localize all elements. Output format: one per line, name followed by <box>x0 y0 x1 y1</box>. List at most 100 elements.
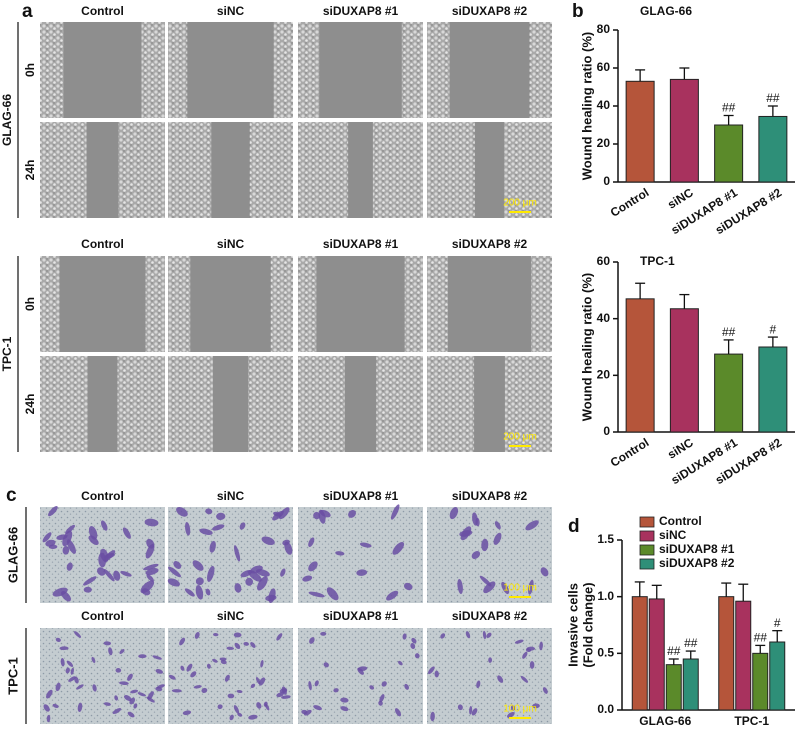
stained-cell <box>147 691 154 700</box>
cell-layer <box>168 22 188 118</box>
legend-label: siDUXAP8 #1 <box>659 542 735 556</box>
chart-title: TPC-1 <box>640 254 675 268</box>
significance: ## <box>722 325 736 339</box>
cell-layer <box>529 22 552 118</box>
cell-layer <box>298 356 345 452</box>
cell-line-label: TPC-1 <box>5 657 20 695</box>
stained-cell <box>233 545 241 562</box>
time-label: 0h <box>23 63 37 77</box>
cell-layer <box>404 256 423 352</box>
stained-cell <box>309 637 315 644</box>
stained-cell <box>77 702 83 713</box>
stained-cell <box>427 666 435 675</box>
bar <box>752 652 769 711</box>
stained-cell <box>233 705 240 714</box>
stained-cell <box>522 651 528 659</box>
stained-cell <box>260 659 264 668</box>
stained-cell <box>195 577 204 586</box>
stained-cell <box>248 714 258 720</box>
stained-cell <box>112 708 122 714</box>
stained-cell <box>318 509 326 524</box>
stained-cell <box>323 662 329 668</box>
stained-cell <box>532 703 540 709</box>
stained-cell <box>213 633 219 637</box>
stained-cell <box>348 509 356 518</box>
bar <box>682 658 699 711</box>
column-header: siDUXAP8 #1 <box>323 609 399 623</box>
stained-cell <box>113 570 121 581</box>
stained-cell <box>199 528 213 535</box>
stained-cell <box>281 686 287 695</box>
stained-cell <box>205 508 213 515</box>
stained-cell <box>70 667 75 675</box>
significance: # <box>770 322 777 336</box>
stained-cell <box>265 594 277 602</box>
stained-cell <box>193 685 202 689</box>
stained-cell <box>486 632 492 638</box>
scale-bar-label: 100 μm <box>503 583 537 594</box>
y-tick-label: 60 <box>597 60 611 74</box>
stained-cell <box>91 656 96 663</box>
time-label: 0h <box>23 297 37 311</box>
stained-cell <box>381 681 387 687</box>
column-header: siNC <box>217 4 245 18</box>
stained-cell <box>340 706 349 712</box>
stained-cell <box>514 639 524 644</box>
stained-cell <box>403 582 413 591</box>
cell-layer <box>298 122 349 218</box>
stained-cell <box>182 710 192 716</box>
stained-cell <box>43 704 50 712</box>
stained-cell <box>476 680 481 689</box>
stained-cell <box>459 530 473 537</box>
stained-cell <box>434 670 439 678</box>
stained-cell <box>357 667 364 675</box>
stained-cell <box>390 504 400 520</box>
column-header: siDUXAP8 #1 <box>323 237 399 251</box>
stained-cell <box>167 578 180 587</box>
stained-cell <box>229 714 234 721</box>
column-header: siNC <box>217 489 245 503</box>
cell-layer <box>298 22 320 118</box>
stained-cell <box>168 566 181 578</box>
stained-cell <box>314 680 319 687</box>
stained-cell <box>335 551 345 556</box>
stained-cell <box>127 673 133 681</box>
stained-cell <box>88 525 98 540</box>
bar <box>714 124 744 183</box>
stained-cell <box>469 705 473 715</box>
stained-cell <box>261 536 275 546</box>
bar <box>769 641 786 711</box>
stained-cell <box>250 683 256 689</box>
stained-cell <box>180 665 185 671</box>
stained-cell <box>250 642 256 648</box>
stained-cell <box>216 512 226 521</box>
stained-cell <box>308 537 315 548</box>
bar <box>625 80 655 183</box>
legend-swatch <box>639 544 655 556</box>
x-tick-label: siNC <box>665 435 696 462</box>
panel-label: d <box>568 516 580 537</box>
x-tick-label: GLAG-66 <box>639 714 691 728</box>
legend-swatch <box>639 516 655 528</box>
stained-cell <box>171 689 182 693</box>
column-header: Control <box>81 4 124 18</box>
column-header: siDUXAP8 #2 <box>452 489 528 503</box>
stained-cell <box>497 675 504 683</box>
stained-cell <box>233 632 242 638</box>
cell-layer <box>168 122 212 218</box>
significance: ## <box>754 631 768 645</box>
stained-cell <box>379 694 385 703</box>
stained-cell <box>138 654 147 659</box>
cell-layer <box>118 122 165 218</box>
bar <box>631 596 648 711</box>
cell-line-label: TPC-1 <box>0 336 14 371</box>
bar <box>665 664 682 711</box>
panel-label: a <box>22 1 33 22</box>
stained-cell <box>280 568 286 577</box>
micrograph <box>298 256 423 352</box>
bar <box>625 298 655 433</box>
stained-cell <box>493 532 502 545</box>
stained-cell <box>237 712 243 717</box>
stained-cell <box>510 705 516 711</box>
cell-layer <box>504 356 552 452</box>
